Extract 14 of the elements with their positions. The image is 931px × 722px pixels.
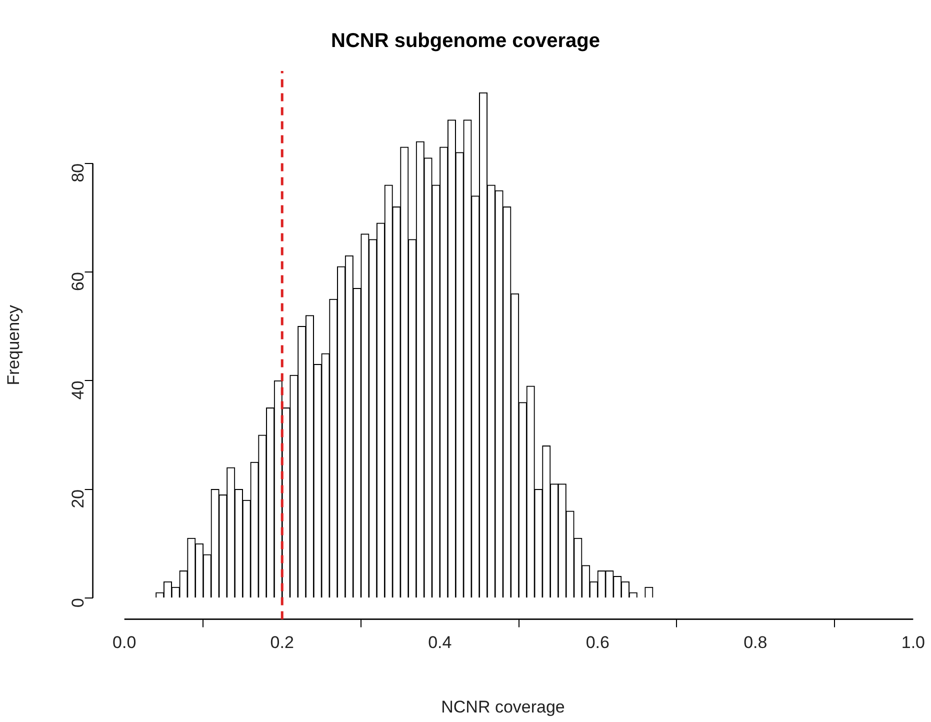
y-tick-label: 60: [68, 272, 88, 291]
x-tick-label: 0.2: [270, 633, 294, 652]
x-tick-label: 0.8: [744, 633, 768, 652]
x-tick-label: 0.6: [586, 633, 610, 652]
x-tick-label: 1.0: [901, 633, 926, 652]
y-tick-label: 20: [68, 489, 88, 508]
y-axis-title: Frequency: [4, 304, 23, 386]
x-axis-title: NCNR coverage: [441, 697, 565, 716]
y-tick-label: 40: [68, 380, 88, 400]
y-tick-label: 80: [68, 163, 88, 182]
x-tick-label: 0.0: [112, 633, 136, 652]
chart-title: NCNR subgenome coverage: [330, 30, 601, 53]
y-tick-label: 0: [68, 598, 88, 608]
x-tick-label: 0.4: [428, 633, 452, 652]
